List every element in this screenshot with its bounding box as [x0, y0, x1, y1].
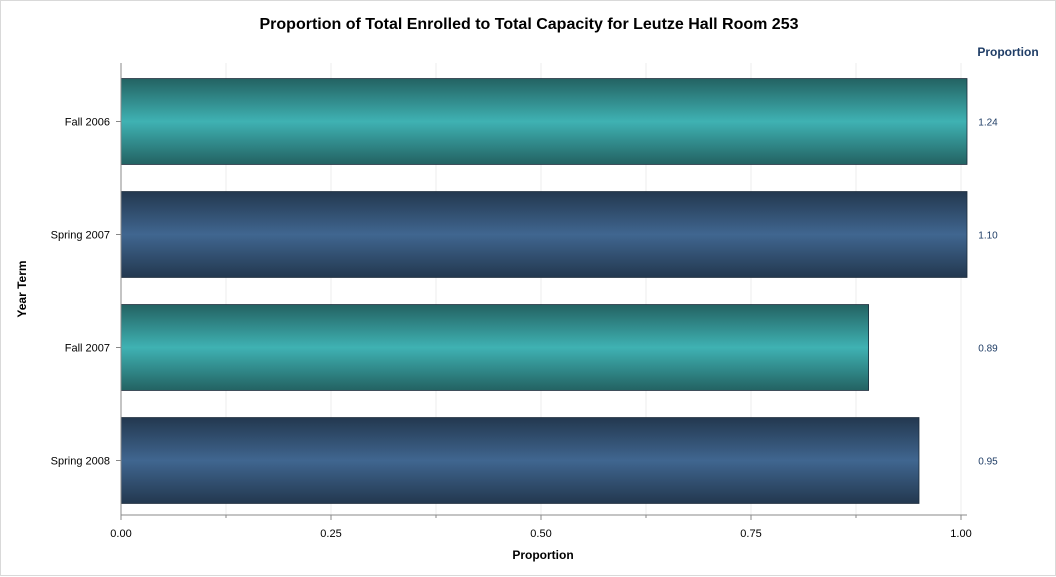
bar-spring-2008 — [120, 417, 920, 504]
x-axis-title: Proportion — [512, 548, 573, 562]
y-tick-label: Spring 2008 — [51, 456, 110, 468]
value-label: 1.24 — [978, 118, 998, 129]
x-tick-label: 1.00 — [950, 528, 971, 540]
chart-title: Proportion of Total Enrolled to Total Ca… — [260, 16, 799, 33]
y-axis-title: Year Term — [15, 260, 29, 317]
x-tick-label: 0.50 — [530, 528, 551, 540]
y-tick-label: Fall 2007 — [65, 343, 110, 355]
x-tick-label: 0.75 — [740, 528, 761, 540]
value-label: 0.95 — [978, 457, 998, 468]
axes: Fall 2006 Spring 2007 Fall 2007 Spring 2008… — [51, 63, 972, 540]
value-column-header: Proportion — [977, 45, 1038, 59]
bar-fall-2006 — [120, 78, 968, 165]
value-labels: 1.24 1.10 0.89 0.95 — [978, 118, 998, 468]
bar-spring-2007 — [120, 191, 968, 278]
x-tick-label: 0.00 — [110, 528, 131, 540]
y-tick-label: Spring 2007 — [51, 230, 110, 242]
bar-fall-2007 — [120, 304, 869, 391]
bars — [120, 78, 968, 504]
value-label: 1.10 — [978, 231, 998, 242]
y-tick-label: Fall 2006 — [65, 117, 110, 129]
x-tick-label: 0.25 — [320, 528, 341, 540]
value-label: 0.89 — [978, 344, 998, 355]
